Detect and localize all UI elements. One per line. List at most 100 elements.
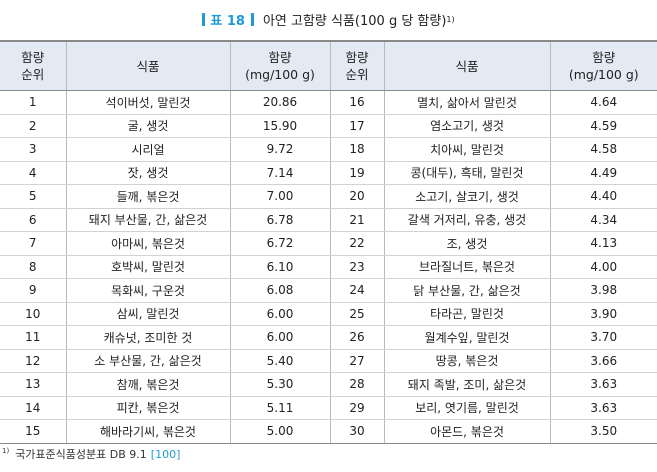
- food-cell: 보리, 엿기름, 말린것: [383, 396, 550, 420]
- rank-cell: 8: [0, 255, 66, 279]
- amount-header: 함량 (mg/100 g): [549, 40, 657, 91]
- amount-cell: 3.98: [549, 278, 657, 303]
- rank-cell: 24: [329, 278, 384, 303]
- rank-cell: 6: [0, 208, 66, 232]
- rank-cell: 25: [329, 302, 384, 326]
- table-row: 5 들깨, 볶은것 7.00 20 소고기, 살코기, 생것 4.40: [0, 184, 657, 209]
- header-row: 함량 순위 식품 함량 (mg/100 g) 함량 순위 식품 함량 (mg/100 g…: [0, 40, 657, 91]
- table-caption: 아연 고함량 식품(100 g 당 함량): [262, 13, 447, 29]
- rank-cell: 28: [329, 372, 384, 397]
- amount-cell: 6.72: [229, 231, 330, 256]
- rank-cell: 26: [329, 325, 384, 350]
- table-row: 8 호박씨, 말린것 6.10 23 브라질너트, 볶은것 4.00: [0, 255, 657, 279]
- rank-cell: 21: [329, 208, 384, 232]
- food-cell: 석이버섯, 말린것: [65, 90, 230, 115]
- amount-cell: 6.00: [229, 325, 330, 350]
- food-header: 식품: [383, 40, 550, 91]
- amount-cell: 6.10: [229, 255, 330, 279]
- amount-cell: 4.64: [549, 90, 657, 115]
- table-row: 4 잣, 생것 7.14 19 콩(대두), 흑태, 말린것 4.49: [0, 161, 657, 185]
- table-row: 1 석이버섯, 말린것 20.86 16 멸치, 삶아서 말린것 4.64: [0, 90, 657, 115]
- food-cell: 소 부산물, 간, 삶은것: [65, 349, 230, 373]
- amount-cell: 4.49: [549, 161, 657, 185]
- amount-cell: 5.00: [229, 419, 330, 444]
- reference-link[interactable]: [100]: [150, 448, 181, 461]
- table-number: 표 18: [210, 13, 245, 29]
- food-cell: 땅콩, 볶은것: [383, 349, 550, 373]
- table-row: 3 시리얼 9.72 18 치아씨, 말린것 4.58: [0, 137, 657, 162]
- food-cell: 목화씨, 구운것: [65, 278, 230, 303]
- rank-cell: 30: [329, 419, 384, 444]
- rank-cell: 17: [329, 114, 384, 138]
- amount-header: 함량 (mg/100 g): [229, 40, 330, 91]
- food-cell: 아마씨, 볶은것: [65, 231, 230, 256]
- food-cell: 들깨, 볶은것: [65, 184, 230, 209]
- amount-cell: 7.14: [229, 161, 330, 185]
- food-cell: 해바라기씨, 볶은것: [65, 419, 230, 444]
- food-header: 식품: [65, 40, 230, 91]
- amount-cell: 3.50: [549, 419, 657, 444]
- amount-cell: 3.66: [549, 349, 657, 373]
- rank-cell: 7: [0, 231, 66, 256]
- rank-cell: 27: [329, 349, 384, 373]
- food-cell: 참깨, 볶은것: [65, 372, 230, 397]
- amount-cell: 6.78: [229, 208, 330, 232]
- rank-cell: 1: [0, 90, 66, 115]
- rank-cell: 29: [329, 396, 384, 420]
- food-cell: 피칸, 볶은것: [65, 396, 230, 420]
- rank-header: 함량 순위: [0, 40, 66, 91]
- amount-cell: 4.00: [549, 255, 657, 279]
- food-cell: 시리얼: [65, 137, 230, 162]
- rank-cell: 3: [0, 137, 66, 162]
- footnote-reference: 1): [446, 14, 455, 24]
- rank-cell: 22: [329, 231, 384, 256]
- rank-cell: 10: [0, 302, 66, 326]
- food-cell: 갈색 거저리, 유충, 생것: [383, 208, 550, 232]
- table-title: 표 18 아연 고함량 식품(100 g 당 함량) 1): [0, 9, 657, 29]
- amount-cell: 4.34: [549, 208, 657, 232]
- table-row: 9 목화씨, 구운것 6.08 24 닭 부산물, 간, 삶은것 3.98: [0, 278, 657, 303]
- footnote-text: 국가표준식품성분표 DB 9.1: [15, 448, 147, 461]
- amount-cell: 3.63: [549, 396, 657, 420]
- food-cell: 소고기, 살코기, 생것: [383, 184, 550, 209]
- rank-cell: 15: [0, 419, 66, 444]
- rank-cell: 18: [329, 137, 384, 162]
- table-row: 14 피칸, 볶은것 5.11 29 보리, 엿기름, 말린것 3.63: [0, 396, 657, 420]
- footnote-marker: 1): [2, 447, 10, 456]
- food-cell: 닭 부산물, 간, 삶은것: [383, 278, 550, 303]
- amount-cell: 4.59: [549, 114, 657, 138]
- title-bar-right: [250, 12, 254, 26]
- amount-cell: 5.40: [229, 349, 330, 373]
- amount-cell: 5.30: [229, 372, 330, 397]
- rank-cell: 19: [329, 161, 384, 185]
- amount-cell: 20.86: [229, 90, 330, 115]
- amount-cell: 4.13: [549, 231, 657, 256]
- table-row: 15 해바라기씨, 볶은것 5.00 30 아몬드, 볶은것 3.50: [0, 419, 657, 444]
- food-cell: 콩(대두), 흑태, 말린것: [383, 161, 550, 185]
- food-cell: 캐슈넛, 조미한 것: [65, 325, 230, 350]
- amount-cell: 4.58: [549, 137, 657, 162]
- food-cell: 돼지 부산물, 간, 삶은것: [65, 208, 230, 232]
- food-cell: 삼씨, 말린것: [65, 302, 230, 326]
- amount-cell: 3.63: [549, 372, 657, 397]
- food-cell: 돼지 족발, 조미, 삶은것: [383, 372, 550, 397]
- amount-cell: 5.11: [229, 396, 330, 420]
- table-row: 11 캐슈넛, 조미한 것 6.00 26 월계수잎, 말린것 3.70: [0, 325, 657, 350]
- rank-cell: 5: [0, 184, 66, 209]
- food-cell: 굴, 생것: [65, 114, 230, 138]
- rank-cell: 14: [0, 396, 66, 420]
- food-cell: 타라곤, 말린것: [383, 302, 550, 326]
- table-row: 6 돼지 부산물, 간, 삶은것 6.78 21 갈색 거저리, 유충, 생것 4.34: [0, 208, 657, 232]
- amount-cell: 3.90: [549, 302, 657, 326]
- food-cell: 월계수잎, 말린것: [383, 325, 550, 350]
- rank-cell: 9: [0, 278, 66, 303]
- title-bar-left: [202, 12, 206, 26]
- food-cell: 브라질너트, 볶은것: [383, 255, 550, 279]
- amount-cell: 7.00: [229, 184, 330, 209]
- food-cell: 아몬드, 볶은것: [383, 419, 550, 444]
- rank-header: 함량 순위: [329, 40, 384, 91]
- footnote: 1) 국가표준식품성분표 DB 9.1 [100]: [2, 446, 180, 462]
- zinc-content-table: 함량 순위 식품 함량 (mg/100 g) 함량 순위 식품 함량 (mg/100 g…: [0, 40, 657, 444]
- amount-cell: 6.00: [229, 302, 330, 326]
- amount-cell: 15.90: [229, 114, 330, 138]
